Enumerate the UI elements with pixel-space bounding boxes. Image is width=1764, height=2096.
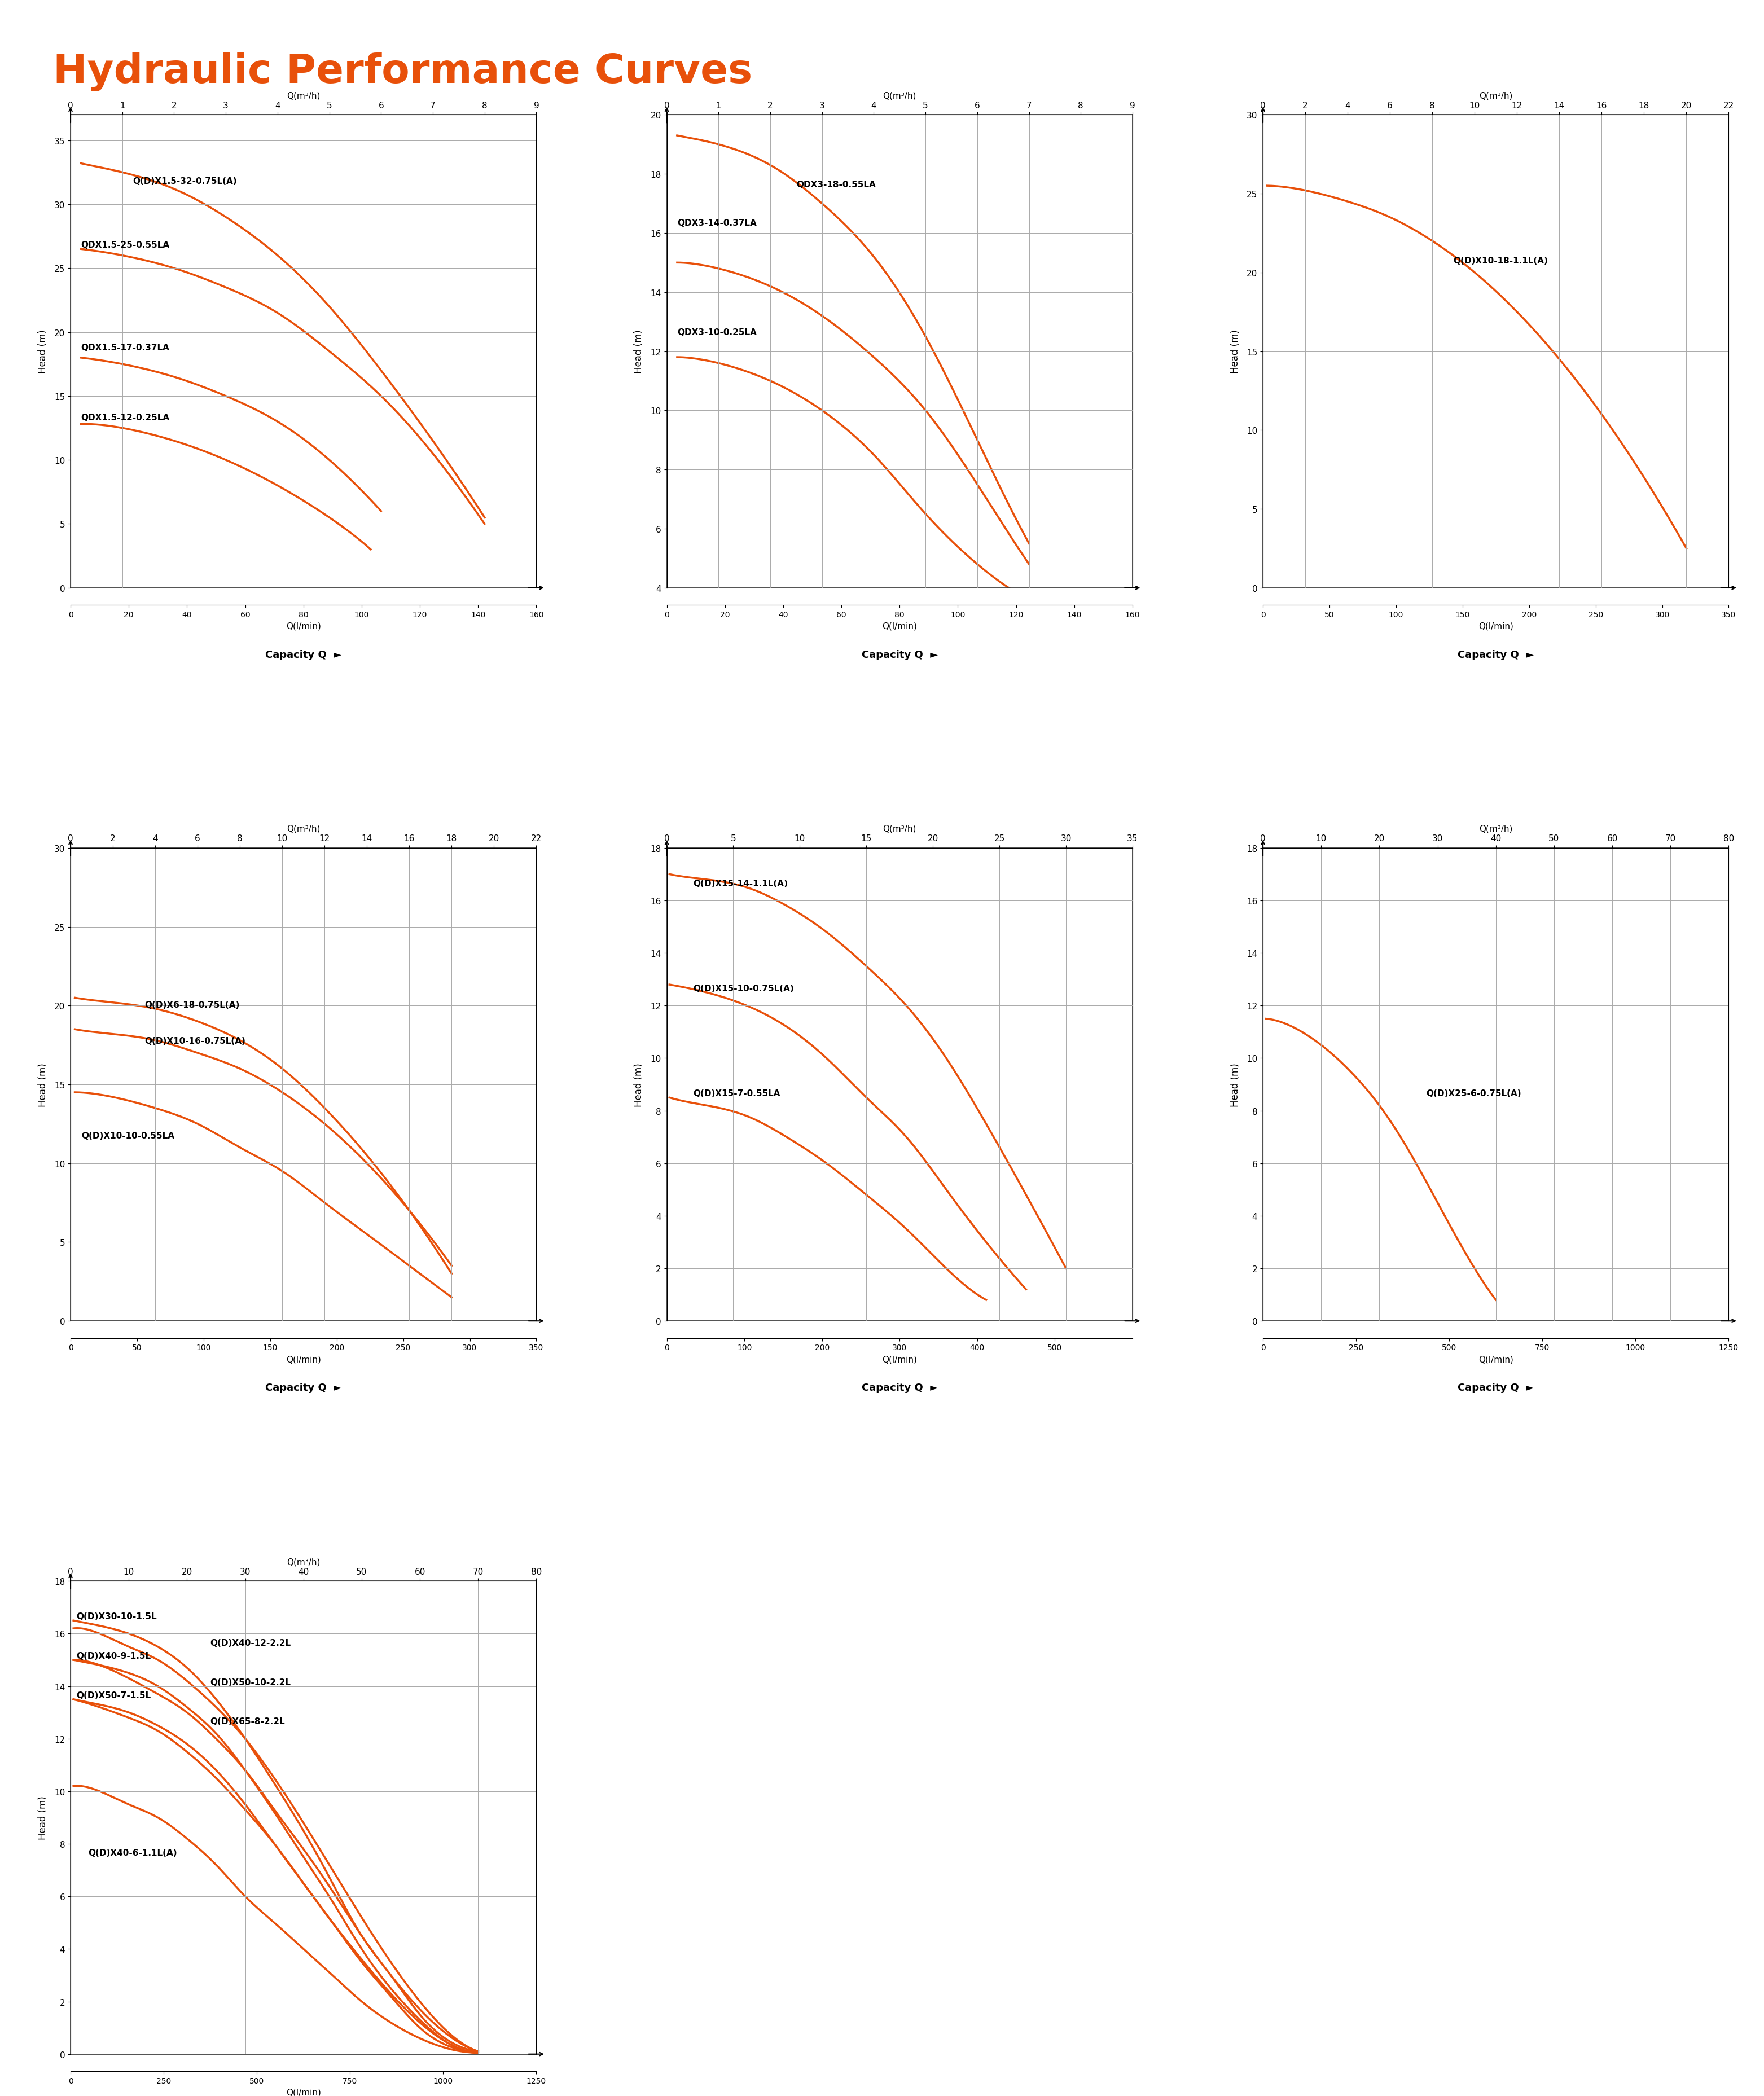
Text: Q(D)X50-10-2.2L: Q(D)X50-10-2.2L [210, 1677, 291, 1687]
Text: Q(D)X10-18-1.1L(A): Q(D)X10-18-1.1L(A) [1454, 256, 1549, 264]
X-axis label: Q(l/min): Q(l/min) [882, 1354, 917, 1362]
X-axis label: Q(m³/h): Q(m³/h) [1478, 824, 1512, 832]
Y-axis label: Head (m): Head (m) [1230, 1063, 1240, 1107]
Text: QDX1.5-25-0.55LA: QDX1.5-25-0.55LA [81, 241, 169, 249]
X-axis label: Q(m³/h): Q(m³/h) [288, 824, 321, 832]
Text: Capacity Q  ►: Capacity Q ► [265, 1383, 342, 1392]
X-axis label: Q(l/min): Q(l/min) [882, 623, 917, 631]
Text: Q(D)X10-16-0.75L(A): Q(D)X10-16-0.75L(A) [145, 1038, 245, 1046]
Y-axis label: Head (m): Head (m) [37, 1063, 48, 1107]
X-axis label: Q(l/min): Q(l/min) [286, 2088, 321, 2096]
X-axis label: Q(l/min): Q(l/min) [1478, 1354, 1514, 1362]
Text: Q(D)X15-10-0.75L(A): Q(D)X15-10-0.75L(A) [693, 985, 794, 994]
X-axis label: Q(l/min): Q(l/min) [1478, 623, 1514, 631]
Y-axis label: Head (m): Head (m) [633, 329, 644, 373]
Text: Q(D)X10-10-0.55LA: Q(D)X10-10-0.55LA [81, 1132, 175, 1140]
Text: Q(D)X6-18-0.75L(A): Q(D)X6-18-0.75L(A) [145, 1000, 240, 1008]
Text: Q(D)X30-10-1.5L: Q(D)X30-10-1.5L [76, 1612, 157, 1620]
Text: QDX3-14-0.37LA: QDX3-14-0.37LA [677, 220, 757, 228]
Y-axis label: Head (m): Head (m) [1230, 329, 1240, 373]
Text: Q(D)X40-9-1.5L: Q(D)X40-9-1.5L [76, 1652, 152, 1660]
Text: Q(D)X1.5-32-0.75L(A): Q(D)X1.5-32-0.75L(A) [132, 176, 236, 187]
Text: Hydraulic Performance Curves: Hydraulic Performance Curves [53, 52, 751, 92]
X-axis label: Q(l/min): Q(l/min) [286, 1354, 321, 1362]
Text: Q(D)X25-6-0.75L(A): Q(D)X25-6-0.75L(A) [1425, 1090, 1521, 1098]
Text: QDX3-10-0.25LA: QDX3-10-0.25LA [677, 329, 757, 337]
Text: Q(D)X50-7-1.5L: Q(D)X50-7-1.5L [76, 1691, 152, 1700]
Text: QDX3-18-0.55LA: QDX3-18-0.55LA [796, 180, 875, 189]
Text: Capacity Q  ►: Capacity Q ► [861, 1383, 938, 1392]
Text: QDX1.5-17-0.37LA: QDX1.5-17-0.37LA [81, 344, 169, 352]
X-axis label: Q(m³/h): Q(m³/h) [288, 1557, 321, 1566]
Text: Q(D)X40-6-1.1L(A): Q(D)X40-6-1.1L(A) [88, 1849, 176, 1857]
X-axis label: Q(m³/h): Q(m³/h) [1478, 92, 1512, 101]
Text: Q(D)X65-8-2.2L: Q(D)X65-8-2.2L [210, 1717, 286, 1725]
Text: Capacity Q  ►: Capacity Q ► [1457, 1383, 1535, 1392]
Y-axis label: Head (m): Head (m) [633, 1063, 644, 1107]
Text: Q(D)X40-12-2.2L: Q(D)X40-12-2.2L [210, 1639, 291, 1647]
Text: Capacity Q  ►: Capacity Q ► [1457, 650, 1535, 660]
Text: Q(D)X15-14-1.1L(A): Q(D)X15-14-1.1L(A) [693, 878, 789, 887]
Y-axis label: Head (m): Head (m) [37, 1796, 48, 1840]
X-axis label: Q(l/min): Q(l/min) [286, 623, 321, 631]
X-axis label: Q(m³/h): Q(m³/h) [288, 92, 321, 101]
X-axis label: Q(m³/h): Q(m³/h) [884, 824, 916, 832]
Text: QDX1.5-12-0.25LA: QDX1.5-12-0.25LA [81, 413, 169, 421]
Text: Capacity Q  ►: Capacity Q ► [265, 650, 342, 660]
Text: Capacity Q  ►: Capacity Q ► [861, 650, 938, 660]
X-axis label: Q(m³/h): Q(m³/h) [884, 92, 916, 101]
Text: Q(D)X15-7-0.55LA: Q(D)X15-7-0.55LA [693, 1090, 780, 1098]
Y-axis label: Head (m): Head (m) [37, 329, 48, 373]
